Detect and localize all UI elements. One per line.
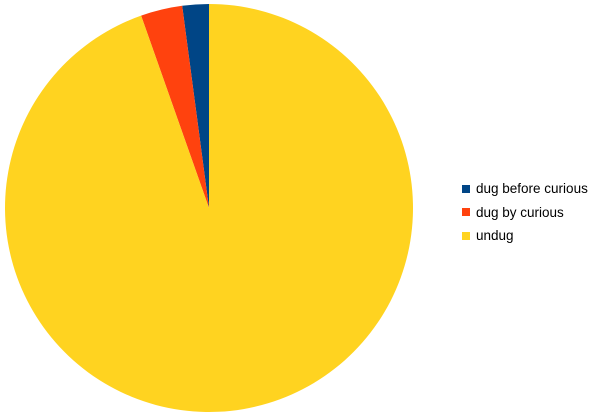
legend: dug before curious dug by curious undug — [462, 177, 588, 248]
legend-label: undug — [476, 228, 514, 244]
pie-slice-undug — [5, 4, 414, 412]
legend-swatch — [462, 184, 470, 193]
pie-slice-dug-by-curious — [141, 5, 209, 209]
legend-item-dug-before-curious: dug before curious — [462, 177, 588, 201]
legend-swatch — [462, 208, 470, 217]
legend-label: dug before curious — [476, 181, 588, 197]
legend-item-undug: undug — [462, 224, 588, 248]
legend-label: dug by curious — [476, 204, 564, 220]
legend-swatch — [462, 231, 470, 240]
legend-item-dug-by-curious: dug by curious — [462, 201, 588, 225]
pie-slice-dug-before-curious — [182, 4, 209, 208]
